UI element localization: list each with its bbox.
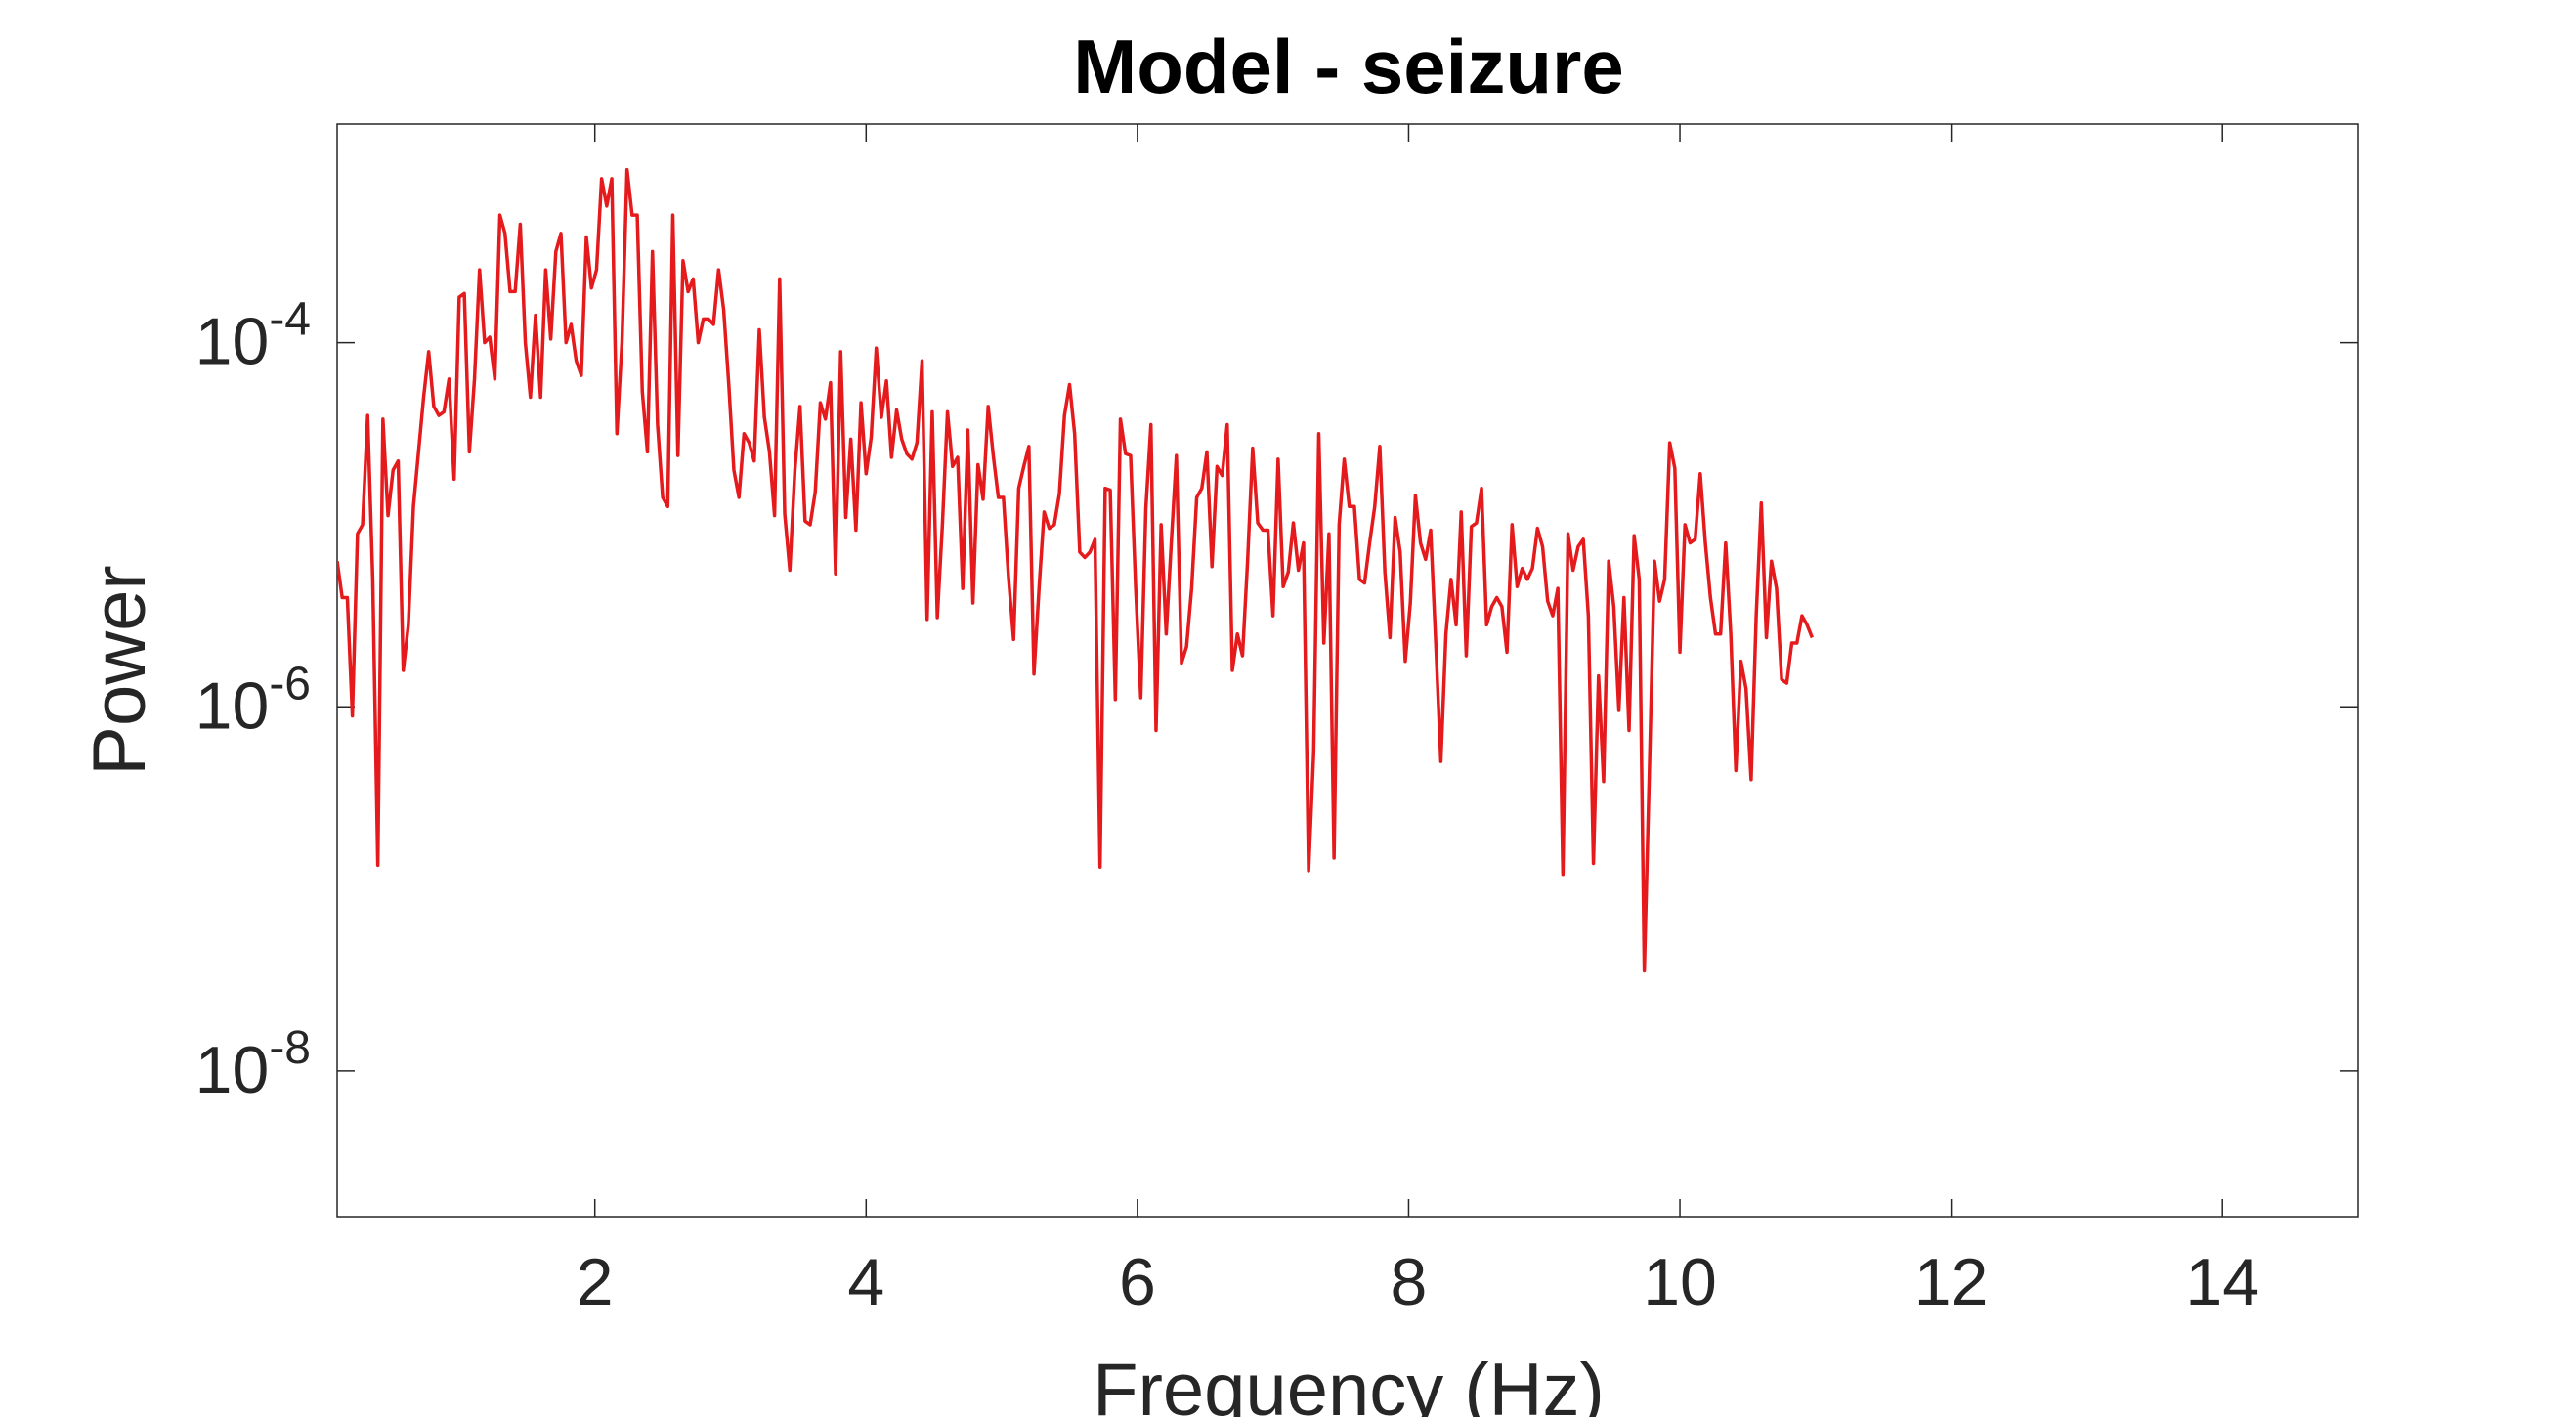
y-tick-exponent: -6	[269, 658, 311, 709]
series-layer	[337, 167, 1814, 973]
tick-marks	[337, 124, 2358, 1217]
y-tick-label: 10-6	[195, 658, 311, 743]
x-tick-label: 4	[847, 1245, 884, 1319]
y-axis-label: Power	[78, 565, 161, 775]
x-tick-label: 2	[577, 1245, 614, 1319]
y-tick-labels: 10-410-610-8	[195, 294, 311, 1107]
y-tick-label: 10-4	[195, 294, 311, 379]
x-tick-label: 8	[1391, 1245, 1428, 1319]
x-tick-label: 12	[1914, 1245, 1989, 1319]
x-tick-label: 14	[2185, 1245, 2259, 1319]
chart-title: Model - seizure	[1073, 23, 1623, 109]
series-line-0	[337, 167, 1814, 973]
y-tick-base: 10	[195, 1033, 270, 1107]
y-tick-exponent: -8	[269, 1022, 311, 1074]
y-tick-base: 10	[195, 305, 270, 379]
x-tick-label: 6	[1119, 1245, 1156, 1319]
x-axis-label: Frequency (Hz)	[1093, 1349, 1605, 1417]
y-tick-base: 10	[195, 668, 270, 743]
y-tick-label: 10-8	[195, 1022, 311, 1107]
x-tick-labels: 2 4 6 8 10 12 14	[577, 1245, 2259, 1319]
x-tick-label: 10	[1643, 1245, 1717, 1319]
y-tick-exponent: -4	[269, 294, 311, 346]
